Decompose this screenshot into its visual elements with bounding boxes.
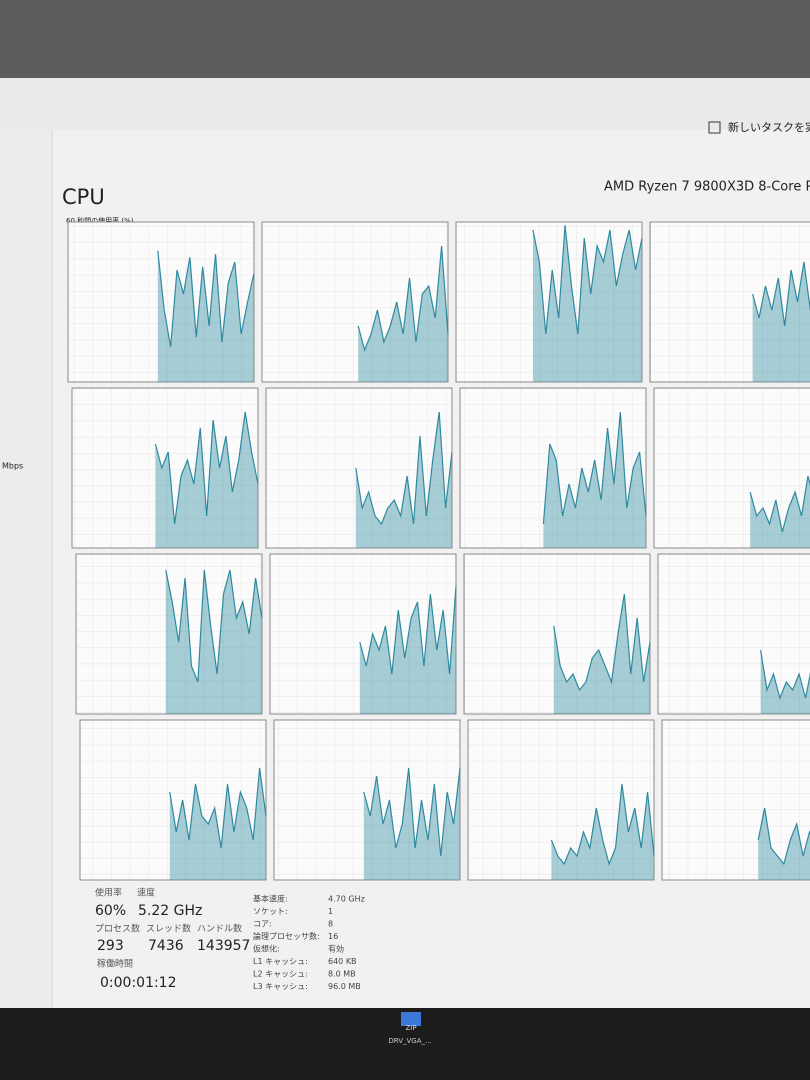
cpu-area bbox=[543, 412, 646, 548]
zip-icon[interactable] bbox=[401, 1012, 421, 1026]
stat-label: スレッド数 bbox=[146, 923, 191, 935]
graph-frame bbox=[653, 387, 810, 549]
graph-frame bbox=[661, 719, 810, 881]
graph-frame bbox=[467, 719, 655, 881]
stat-value: 5.22 GHz bbox=[138, 903, 202, 919]
stat-value: 0:00:01:12 bbox=[100, 975, 177, 991]
graph-frame bbox=[463, 553, 651, 715]
sidebar-unit: Mbps bbox=[2, 462, 23, 471]
toolbar bbox=[0, 78, 810, 130]
cpu-line bbox=[760, 649, 810, 700]
cpu-area bbox=[363, 768, 460, 880]
cpu-name: AMD Ryzen 7 9800X3D 8-Core Pr bbox=[604, 180, 810, 195]
stat-label: ハンドル数 bbox=[197, 923, 242, 935]
cpu-area bbox=[760, 650, 810, 714]
cpu-area bbox=[358, 246, 448, 382]
cpu-line bbox=[542, 411, 647, 525]
stat-label: プロセス数 bbox=[95, 923, 140, 935]
cpu-line bbox=[357, 245, 449, 352]
graph-frame bbox=[261, 221, 449, 383]
detail-value: 16 bbox=[328, 932, 338, 941]
cpu-line bbox=[165, 569, 263, 683]
detail-value: 640 KB bbox=[328, 957, 357, 966]
cpu-line bbox=[157, 250, 255, 347]
background-noise bbox=[0, 0, 810, 90]
graph-frame bbox=[273, 719, 461, 881]
detail-value: 8 bbox=[328, 920, 333, 929]
detail-label: ソケット: bbox=[253, 907, 288, 916]
new-task-button[interactable]: 新しいタスクを実行 bbox=[728, 120, 810, 134]
cpu-line bbox=[359, 585, 457, 675]
background bbox=[0, 0, 810, 90]
detail-label: L3 キャッシュ: bbox=[253, 982, 308, 991]
page-title: CPU bbox=[62, 185, 105, 209]
graph-frame bbox=[265, 387, 453, 549]
graph-frame bbox=[79, 719, 267, 881]
detail-value: 1 bbox=[328, 907, 333, 916]
new-task-icon[interactable] bbox=[708, 121, 721, 134]
cpu-line bbox=[749, 475, 810, 533]
cpu-line bbox=[752, 261, 810, 327]
stat-value: 60% bbox=[95, 903, 126, 919]
detail-label: 基本速度: bbox=[253, 894, 288, 904]
detail-label: コア: bbox=[253, 920, 272, 929]
graph-frame bbox=[67, 221, 255, 383]
cpu-area bbox=[157, 250, 254, 382]
zip-label: ZIP bbox=[405, 1024, 416, 1032]
detail-label: 論理プロセッサ数: bbox=[253, 931, 320, 941]
graph-frame bbox=[269, 553, 457, 715]
cpu-line bbox=[757, 807, 810, 866]
detail-label: L1 キャッシュ: bbox=[253, 957, 308, 966]
cpu-line bbox=[550, 783, 655, 866]
detail-value: 有効 bbox=[328, 944, 344, 954]
cpu-line bbox=[363, 767, 461, 857]
detail-label: 仮想化: bbox=[253, 944, 280, 954]
taskbar-file[interactable]: DRV_VGA_... bbox=[388, 1037, 431, 1045]
cpu-line bbox=[169, 767, 267, 849]
stat-label: 稼働時間 bbox=[97, 958, 133, 970]
cpu-area bbox=[155, 412, 258, 548]
stat-label: 使用率 bbox=[95, 887, 122, 899]
detail-value: 96.0 MB bbox=[328, 982, 361, 991]
stat-value: 7436 bbox=[148, 938, 184, 954]
cpu-line bbox=[553, 593, 651, 692]
detail-label: L2 キャッシュ: bbox=[253, 970, 308, 979]
graph-label: 60 秒間の使用率 (%) bbox=[66, 216, 134, 225]
sidebar bbox=[0, 130, 52, 1008]
stat-value: 293 bbox=[97, 938, 124, 954]
cpu-area bbox=[359, 586, 456, 714]
graph-frame bbox=[71, 387, 259, 549]
stat-value: 143957 bbox=[197, 938, 250, 954]
detail-value: 8.0 MB bbox=[328, 970, 356, 979]
detail-value: 4.70 GHz bbox=[328, 895, 365, 904]
cpu-line bbox=[355, 411, 453, 526]
cpu-area bbox=[165, 570, 262, 714]
cpu-area bbox=[532, 225, 642, 382]
stat-label: 速度 bbox=[137, 887, 155, 899]
cpu-area bbox=[553, 594, 650, 714]
cpu-line bbox=[154, 411, 259, 525]
cpu-area bbox=[355, 412, 452, 548]
graph-frame bbox=[649, 221, 810, 383]
cpu-line bbox=[532, 225, 643, 335]
